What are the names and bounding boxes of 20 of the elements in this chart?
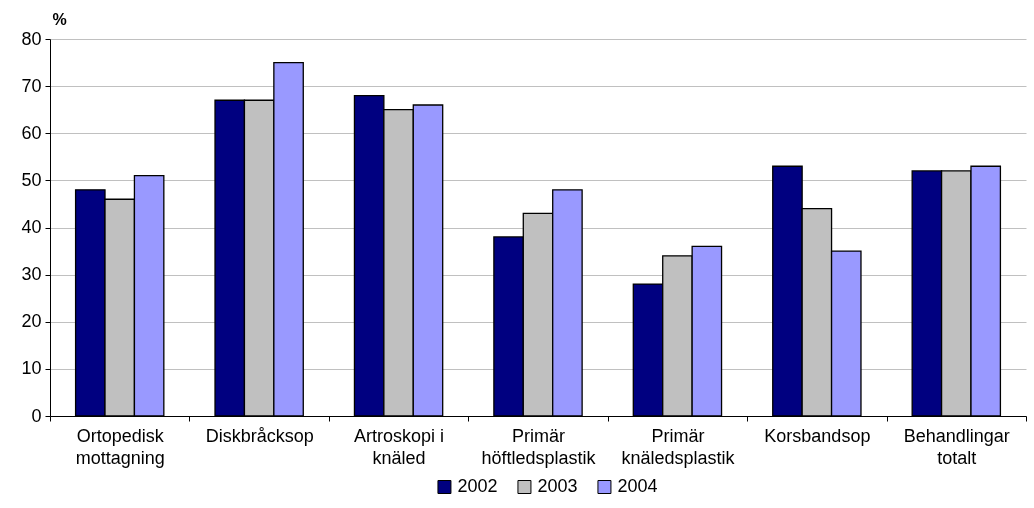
y-tick-label: 20 — [21, 311, 42, 332]
y-tick-label: 10 — [21, 358, 42, 379]
y-tick-label: 60 — [21, 122, 42, 143]
y-tick-label: 40 — [21, 217, 42, 237]
x-tick-label: Primär höftledsplastik — [481, 425, 597, 468]
x-tick-label: Artroskopi i knäled — [354, 425, 445, 468]
x-tick-label: Korsbandsop — [764, 425, 871, 446]
x-tick-label: Primär knäledsplastik — [621, 425, 736, 468]
y-tick-label: 80 — [21, 28, 42, 49]
y-axis-title: % — [52, 10, 67, 28]
legend-label: 2002 — [457, 476, 498, 496]
y-tick-label: 50 — [21, 169, 42, 190]
y-tick-label: 0 — [31, 405, 42, 426]
y-tick-label: 30 — [21, 264, 42, 285]
x-tick-label: Behandlingar totalt — [903, 425, 1010, 468]
legend-label: 2003 — [537, 476, 578, 496]
y-tick-label: 70 — [21, 75, 42, 96]
legend-label: 2004 — [617, 476, 658, 496]
x-tick-label: Ortopedisk mottagning — [75, 425, 165, 468]
x-tick-label: Diskbråcksop — [205, 425, 314, 446]
